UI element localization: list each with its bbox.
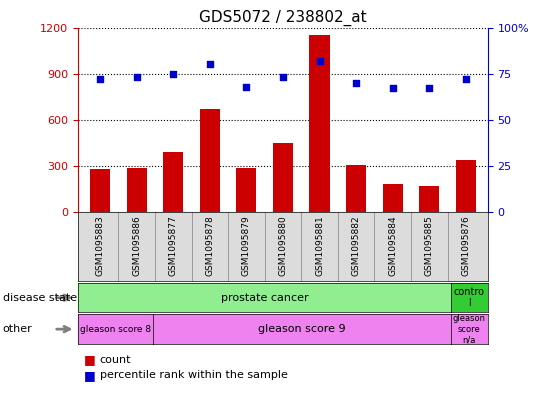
Point (96, 76, 105, 83)
Point (169, 70, 177, 77)
Text: contro
l: contro l (454, 287, 485, 309)
Bar (419, 186, 439, 212)
Text: GSM1095879: GSM1095879 (242, 216, 251, 276)
Bar (346, 165, 366, 212)
Text: ■: ■ (84, 369, 95, 382)
Text: count: count (100, 354, 131, 365)
Text: GSM1095877: GSM1095877 (169, 216, 178, 276)
Bar (127, 168, 147, 212)
Text: prostate cancer: prostate cancer (220, 293, 308, 303)
Text: GSM1095881: GSM1095881 (315, 216, 324, 276)
Bar (273, 143, 293, 212)
Point (461, 76, 470, 83)
Point (389, 85, 397, 92)
Point (352, 80, 361, 86)
Text: gleason
score
n/a: gleason score n/a (453, 314, 486, 344)
Point (205, 61, 214, 68)
Point (279, 74, 287, 81)
Text: GSM1095884: GSM1095884 (388, 216, 397, 276)
Text: GSM1095882: GSM1095882 (351, 216, 361, 276)
Text: ■: ■ (84, 353, 95, 366)
Text: GSM1095878: GSM1095878 (205, 216, 215, 276)
Point (315, 58, 324, 64)
Text: gleason score 9: gleason score 9 (258, 324, 345, 334)
Bar (90, 169, 110, 212)
Text: other: other (3, 324, 32, 334)
Text: percentile rank within the sample: percentile rank within the sample (100, 370, 288, 380)
Bar (456, 160, 476, 212)
Point (425, 85, 433, 92)
Bar (200, 109, 220, 212)
Title: GDS5072 / 238802_at: GDS5072 / 238802_at (199, 10, 367, 26)
Text: disease state: disease state (3, 293, 77, 303)
Text: GSM1095885: GSM1095885 (425, 216, 434, 276)
Point (133, 74, 141, 81)
Bar (163, 152, 183, 212)
Text: GSM1095880: GSM1095880 (279, 216, 287, 276)
Text: gleason score 8: gleason score 8 (80, 325, 151, 334)
Text: GSM1095886: GSM1095886 (132, 216, 141, 276)
Bar (383, 184, 403, 212)
Text: GSM1095883: GSM1095883 (95, 216, 105, 276)
Point (242, 83, 251, 90)
Bar (309, 35, 330, 212)
Bar (236, 167, 257, 212)
Text: GSM1095876: GSM1095876 (461, 216, 471, 276)
